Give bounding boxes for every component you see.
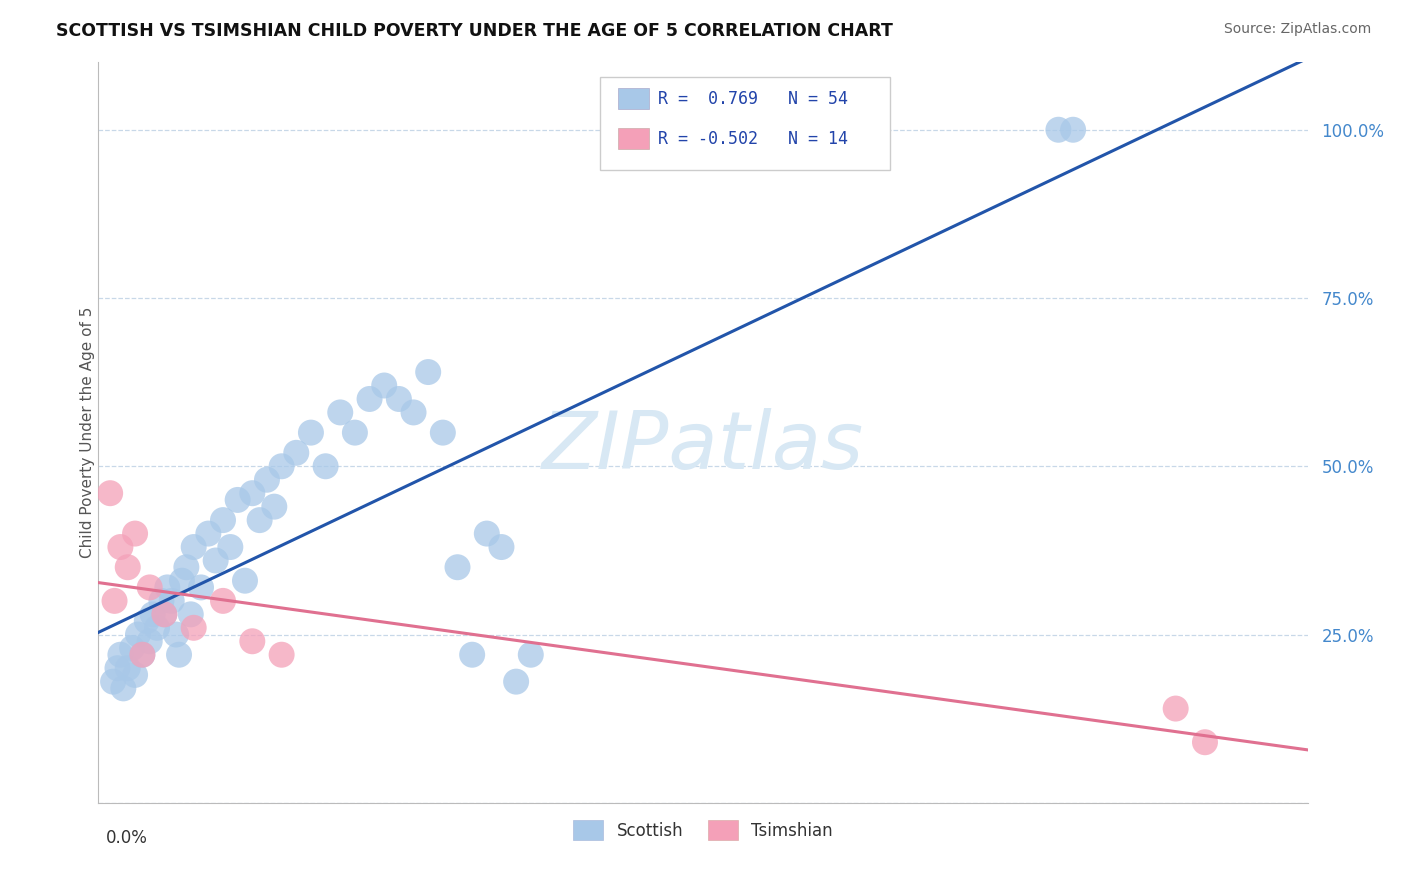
- Point: [135, 614, 157, 628]
- Point: [270, 648, 292, 662]
- Point: [183, 621, 205, 635]
- Point: [1062, 122, 1084, 136]
- Point: [131, 648, 153, 662]
- Legend: Scottish, Tsimshian: Scottish, Tsimshian: [567, 814, 839, 847]
- Point: [98, 486, 121, 500]
- Point: [240, 634, 263, 648]
- Point: [388, 392, 411, 406]
- Point: [107, 661, 129, 675]
- Point: [204, 553, 226, 567]
- Point: [475, 526, 498, 541]
- Point: [160, 594, 183, 608]
- Point: [183, 540, 205, 554]
- Point: [142, 607, 165, 622]
- Text: SCOTTISH VS TSIMSHIAN CHILD POVERTY UNDER THE AGE OF 5 CORRELATION CHART: SCOTTISH VS TSIMSHIAN CHILD POVERTY UNDE…: [56, 22, 893, 40]
- Point: [110, 540, 132, 554]
- Point: [117, 560, 139, 574]
- Point: [270, 459, 292, 474]
- Point: [124, 668, 146, 682]
- Point: [138, 581, 160, 595]
- Point: [167, 648, 190, 662]
- Point: [446, 560, 468, 574]
- Text: Source: ZipAtlas.com: Source: ZipAtlas.com: [1223, 22, 1371, 37]
- Point: [112, 681, 135, 696]
- Y-axis label: Child Poverty Under the Age of 5: Child Poverty Under the Age of 5: [80, 307, 94, 558]
- Point: [117, 661, 139, 675]
- Text: ZIPatlas: ZIPatlas: [541, 409, 865, 486]
- Point: [520, 648, 543, 662]
- Point: [156, 581, 179, 595]
- Point: [180, 607, 202, 622]
- Point: [402, 405, 425, 419]
- Point: [110, 648, 132, 662]
- Bar: [619, 88, 648, 109]
- Point: [197, 526, 219, 541]
- Point: [432, 425, 454, 440]
- Point: [138, 634, 160, 648]
- FancyBboxPatch shape: [600, 78, 890, 169]
- Point: [165, 627, 187, 641]
- Point: [212, 513, 235, 527]
- Point: [299, 425, 322, 440]
- Text: R = -0.502   N = 14: R = -0.502 N = 14: [658, 129, 848, 148]
- Point: [329, 405, 352, 419]
- Point: [127, 627, 149, 641]
- Point: [263, 500, 285, 514]
- Point: [153, 607, 176, 622]
- Text: 0.0%: 0.0%: [105, 829, 148, 847]
- Point: [170, 574, 193, 588]
- Point: [124, 526, 146, 541]
- Bar: [619, 128, 648, 149]
- Point: [249, 513, 271, 527]
- Point: [285, 446, 308, 460]
- Point: [1164, 701, 1187, 715]
- Text: R =  0.769   N = 54: R = 0.769 N = 54: [658, 90, 848, 108]
- Point: [233, 574, 256, 588]
- Point: [256, 473, 278, 487]
- Point: [240, 486, 263, 500]
- Point: [505, 674, 527, 689]
- Point: [373, 378, 395, 392]
- Point: [101, 674, 124, 689]
- Point: [315, 459, 337, 474]
- Point: [190, 581, 212, 595]
- Point: [146, 621, 169, 635]
- Point: [343, 425, 366, 440]
- Point: [461, 648, 484, 662]
- Point: [131, 648, 153, 662]
- Point: [1194, 735, 1216, 749]
- Point: [1047, 122, 1070, 136]
- Point: [418, 365, 440, 379]
- Point: [226, 492, 249, 507]
- Point: [219, 540, 242, 554]
- Point: [103, 594, 125, 608]
- Point: [212, 594, 235, 608]
- Point: [491, 540, 513, 554]
- Point: [359, 392, 381, 406]
- Point: [121, 640, 143, 655]
- Point: [176, 560, 198, 574]
- Point: [153, 607, 176, 622]
- Point: [150, 594, 173, 608]
